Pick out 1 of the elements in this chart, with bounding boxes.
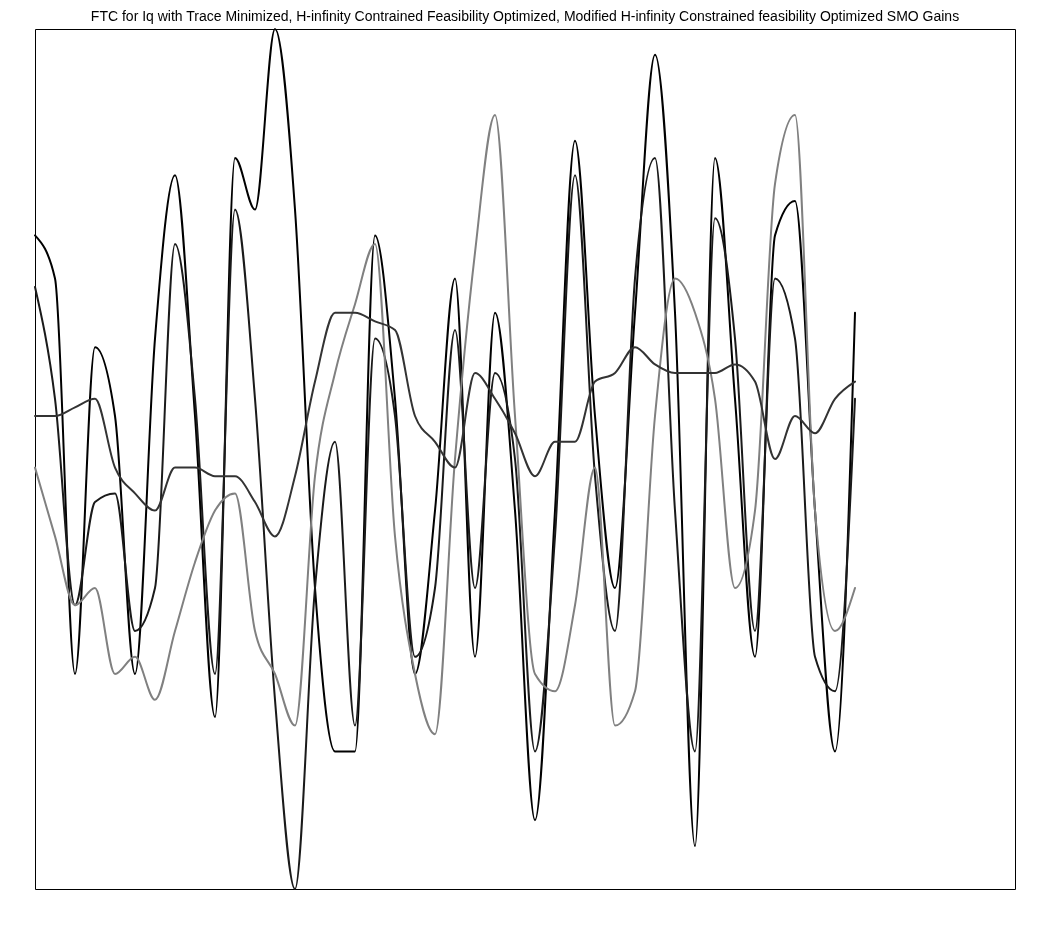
- chart-title: FTC for Iq with Trace Minimized, H-infinity Contrained Feasibility Optimized, Modified H-infinity Constrained feasibility Optimized SMO Gains: [90, 8, 960, 24]
